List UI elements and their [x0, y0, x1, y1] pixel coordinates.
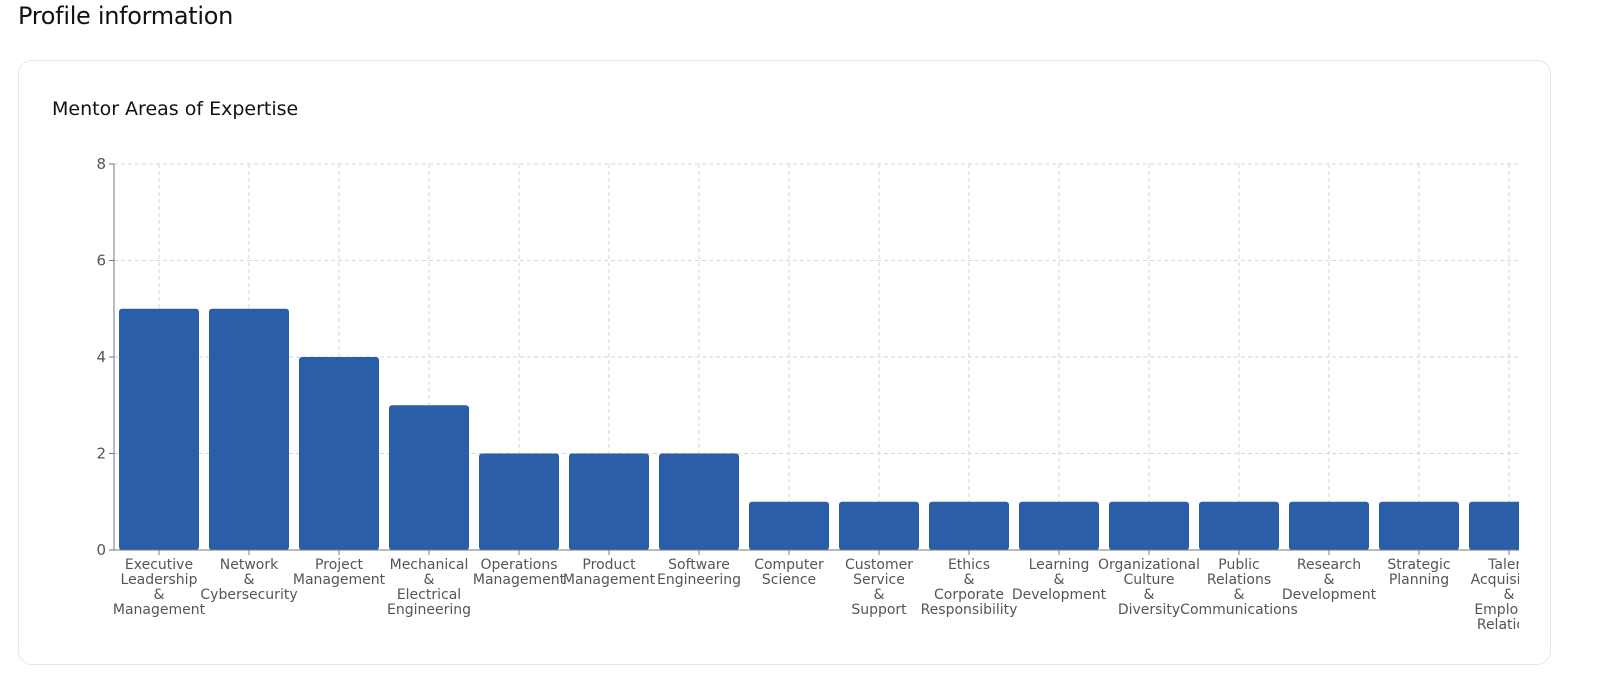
x-tick-label-line: Management [293, 572, 386, 588]
bar[interactable] [1289, 501, 1369, 550]
x-tick-label-line: Culture [1124, 572, 1175, 588]
x-tick-label-line: Support [851, 602, 907, 618]
bar[interactable] [749, 501, 829, 550]
x-tick-label-line: Mechanical [390, 557, 469, 573]
bar[interactable] [569, 453, 649, 551]
bar[interactable] [119, 308, 199, 550]
x-tick-label-line: & [1324, 572, 1335, 588]
x-tick-label: Ethics & Corporate Responsibility [921, 557, 1018, 618]
x-tick-label-line: Relations [1207, 572, 1271, 588]
x-tick-label: Learning & Development [1012, 557, 1107, 603]
x-tick-label-line: Engineering [657, 572, 741, 588]
x-tick-label-line: Research [1297, 557, 1361, 573]
x-tick-label: Operations Management [473, 557, 566, 588]
x-tick-label-line: Science [762, 572, 816, 588]
x-tick-label: Talent Acquisition & Employee Relations [1471, 557, 1548, 633]
x-tick-label-line: & [244, 572, 255, 588]
x-tick-label-line: & [964, 572, 975, 588]
x-tick-label: Project Management [293, 557, 386, 588]
bar[interactable] [839, 501, 919, 550]
x-tick-label-line: Corporate [934, 587, 1004, 603]
bar[interactable] [659, 453, 739, 551]
x-tick-label: Product Management [563, 557, 656, 588]
x-tick-label-line: Cybersecurity [200, 587, 297, 603]
x-tick-label-line: & [1144, 587, 1155, 603]
x-tick-label-line: Management [113, 602, 206, 618]
bar[interactable] [929, 501, 1009, 550]
x-tick-label: Research & Development [1282, 557, 1377, 603]
x-tick-label-line: Project [315, 557, 363, 573]
y-tick-label: 6 [96, 252, 106, 270]
chart-title: Mentor Areas of Expertise [52, 98, 299, 120]
x-tick-label-line: & [154, 587, 165, 603]
y-tick-label: 4 [96, 348, 106, 366]
bar[interactable] [1109, 501, 1189, 550]
x-tick-label-line: & [1504, 587, 1515, 603]
x-tick-label: Computer Science [754, 557, 824, 588]
x-tick-label: Customer Service & Support [845, 557, 913, 618]
x-tick-label-line: Development [1012, 587, 1107, 603]
x-tick-label-line: & [1234, 587, 1245, 603]
x-tick-label: Mechanical & Electrical Engineering [387, 557, 471, 618]
x-tick-label: Software Engineering [657, 557, 741, 588]
x-tick-label-line: Customer [845, 557, 913, 573]
x-tick-label: Organizational Culture & Diversity [1098, 557, 1200, 618]
x-tick-label-line: Product [582, 557, 636, 573]
x-tick-label-line: Operations [481, 557, 558, 573]
x-tick-label-line: Electrical [397, 587, 461, 603]
x-tick-label: Network & Cybersecurity [200, 557, 297, 603]
x-tick-label-line: & [1054, 572, 1065, 588]
x-tick-label-line: Diversity [1118, 602, 1180, 618]
x-tick-label-line: Communications [1180, 602, 1298, 618]
y-tick-label: 2 [96, 445, 106, 463]
x-tick-label-line: Management [473, 572, 566, 588]
bar[interactable] [1469, 501, 1549, 550]
bar[interactable] [1199, 501, 1279, 550]
x-tick-label-line: Development [1282, 587, 1377, 603]
x-tick-label-line: Public [1218, 557, 1259, 573]
y-tick-label: 0 [96, 541, 106, 559]
x-tick-label-line: Engineering [387, 602, 471, 618]
x-tick-label-line: Talent [1487, 557, 1530, 573]
x-tick-label-line: Computer [754, 557, 824, 573]
x-tick-label-line: Network [220, 557, 279, 573]
x-tick-label-line: Ethics [948, 557, 990, 573]
x-tick-label: Strategic Planning [1387, 557, 1450, 588]
x-tick-label-line: Management [563, 572, 656, 588]
x-tick-label-line: Strategic [1387, 557, 1450, 573]
bar[interactable] [299, 357, 379, 550]
y-tick-label: 8 [96, 155, 106, 173]
x-tick-label-line: Executive [125, 557, 193, 573]
x-tick-label-line: Employee [1474, 602, 1543, 618]
chart-card: Mentor Areas of Expertise [18, 60, 1551, 665]
x-tick-label-line: Learning [1029, 557, 1090, 573]
x-tick-label: Executive Leadership & Management [113, 557, 206, 618]
x-tick-label: Public Relations & Communications [1180, 557, 1298, 618]
x-tick-label-line: & [424, 572, 435, 588]
x-tick-label-line: Planning [1389, 572, 1449, 588]
bar[interactable] [479, 453, 559, 551]
x-tick-label-line: Organizational [1098, 557, 1200, 573]
x-tick-label-line: Responsibility [921, 602, 1018, 618]
bar[interactable] [389, 405, 469, 550]
bar[interactable] [1379, 501, 1459, 550]
bar[interactable] [1019, 501, 1099, 550]
x-tick-label-line: & [874, 587, 885, 603]
bar[interactable] [209, 308, 289, 550]
x-tick-label-line: Service [853, 572, 905, 588]
x-tick-label-line: Relations [1477, 617, 1541, 633]
x-tick-label-line: Leadership [121, 572, 198, 588]
x-tick-label-line: Software [668, 557, 730, 573]
page-title: Profile information [18, 2, 234, 30]
x-tick-label-line: Acquisition [1471, 572, 1548, 588]
